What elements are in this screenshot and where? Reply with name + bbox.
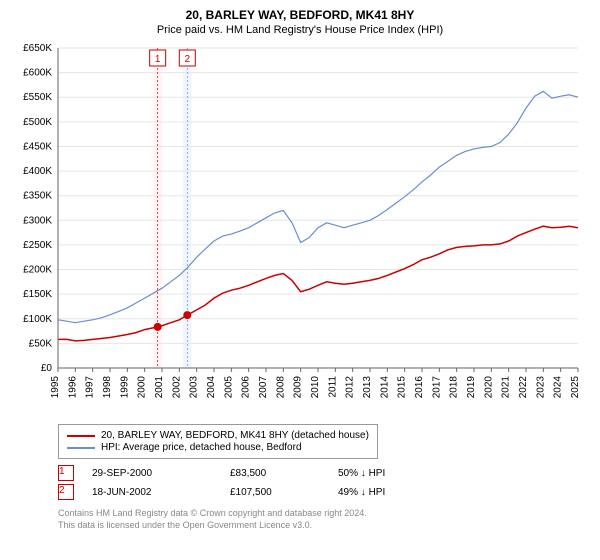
svg-text:1: 1 (155, 54, 161, 65)
svg-text:2020: 2020 (483, 376, 494, 399)
marker-index-icon: 2 (58, 484, 74, 500)
svg-text:2022: 2022 (518, 376, 529, 399)
svg-text:2015: 2015 (397, 376, 408, 399)
svg-text:1996: 1996 (67, 376, 78, 399)
svg-text:1998: 1998 (102, 376, 113, 399)
transaction-row: 2 18-JUN-2002 £107,500 49% ↓ HPI (58, 484, 592, 500)
svg-text:2021: 2021 (501, 376, 512, 399)
svg-text:£250K: £250K (23, 240, 52, 251)
svg-text:2003: 2003 (189, 376, 200, 399)
legend-swatch (67, 447, 95, 449)
page-subtitle: Price paid vs. HM Land Registry's House … (8, 24, 592, 36)
svg-text:2004: 2004 (206, 376, 217, 399)
svg-text:£300K: £300K (23, 215, 52, 226)
attribution-line: This data is licensed under the Open Gov… (58, 520, 592, 532)
legend-label: HPI: Average price, detached house, Bedf… (101, 442, 302, 453)
svg-text:2016: 2016 (414, 376, 425, 399)
svg-text:£350K: £350K (23, 191, 52, 202)
svg-text:£400K: £400K (23, 166, 52, 177)
svg-text:£150K: £150K (23, 289, 52, 300)
svg-text:2025: 2025 (570, 376, 581, 399)
svg-text:2017: 2017 (431, 376, 442, 399)
marker-index-icon: 1 (58, 465, 74, 481)
svg-text:£550K: £550K (23, 92, 52, 103)
svg-text:2009: 2009 (293, 376, 304, 399)
footer-attribution: Contains HM Land Registry data © Crown c… (58, 508, 592, 531)
transaction-price: £107,500 (230, 487, 320, 498)
svg-text:£500K: £500K (23, 117, 52, 128)
svg-text:2006: 2006 (241, 376, 252, 399)
svg-text:£600K: £600K (23, 68, 52, 79)
legend-item: HPI: Average price, detached house, Bedf… (67, 442, 369, 453)
svg-text:£450K: £450K (23, 141, 52, 152)
transactions-list: 1 29-SEP-2000 £83,500 50% ↓ HPI 2 18-JUN… (58, 465, 592, 500)
transaction-price: £83,500 (230, 468, 320, 479)
transaction-hpi-diff: 49% ↓ HPI (338, 487, 448, 498)
svg-text:2011: 2011 (327, 376, 338, 398)
svg-text:£200K: £200K (23, 265, 52, 276)
page-title: 20, BARLEY WAY, BEDFORD, MK41 8HY (8, 8, 592, 22)
svg-text:1999: 1999 (119, 376, 130, 399)
svg-text:2007: 2007 (258, 376, 269, 399)
svg-text:2000: 2000 (137, 376, 148, 399)
svg-text:£50K: £50K (29, 338, 53, 349)
svg-text:2002: 2002 (171, 376, 182, 399)
svg-text:2018: 2018 (449, 376, 460, 399)
svg-text:2005: 2005 (223, 376, 234, 399)
transaction-row: 1 29-SEP-2000 £83,500 50% ↓ HPI (58, 465, 592, 481)
svg-text:2008: 2008 (275, 376, 286, 399)
legend-item: 20, BARLEY WAY, BEDFORD, MK41 8HY (detac… (67, 430, 369, 441)
svg-text:2012: 2012 (345, 376, 356, 399)
svg-text:2014: 2014 (379, 376, 390, 399)
svg-text:£650K: £650K (23, 43, 52, 54)
transaction-hpi-diff: 50% ↓ HPI (338, 468, 448, 479)
svg-text:1997: 1997 (85, 376, 96, 399)
svg-text:2024: 2024 (553, 376, 564, 399)
svg-text:2: 2 (185, 54, 191, 65)
svg-text:£0: £0 (41, 363, 53, 374)
svg-text:1995: 1995 (50, 376, 61, 399)
attribution-line: Contains HM Land Registry data © Crown c… (58, 508, 592, 520)
transaction-date: 18-JUN-2002 (92, 487, 212, 498)
legend-box: 20, BARLEY WAY, BEDFORD, MK41 8HY (detac… (58, 424, 378, 459)
svg-text:2019: 2019 (466, 376, 477, 399)
svg-text:£100K: £100K (23, 314, 52, 325)
transaction-date: 29-SEP-2000 (92, 468, 212, 479)
legend-swatch (67, 435, 95, 437)
price-chart: £0 £50K £100K £150K £200K £250K £300K £350K £400… (8, 40, 592, 420)
legend-label: 20, BARLEY WAY, BEDFORD, MK41 8HY (detac… (101, 430, 369, 441)
svg-text:2013: 2013 (362, 376, 373, 399)
svg-text:2001: 2001 (154, 376, 165, 399)
svg-text:2010: 2010 (310, 376, 321, 399)
svg-text:2023: 2023 (535, 376, 546, 399)
